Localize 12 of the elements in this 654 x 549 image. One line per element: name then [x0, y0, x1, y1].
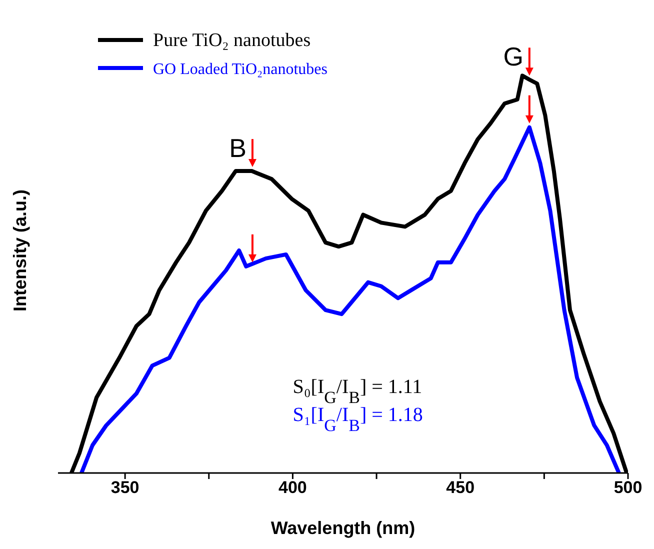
legend-label: Pure TiO₂ nanotubes	[153, 30, 311, 51]
x-axis-title: Wavelength (nm)	[270, 518, 416, 538]
annotation: G	[503, 42, 524, 72]
x-tick-label: 500	[614, 478, 642, 498]
x-tick-label: 450	[446, 478, 475, 498]
annotation: S₁[I$_{G}$/I$_{B}$] = 1.18	[292, 404, 423, 434]
annotation: S₀[I$_{G}$/I$_{B}$] = 1.11	[292, 376, 422, 406]
annotation: B	[229, 133, 246, 164]
x-tick-label: 400	[278, 478, 307, 498]
legend-label: GO Loaded TiO₂nanotubes	[153, 61, 328, 78]
x-tick-label: 350	[110, 478, 140, 498]
y-axis-title: Intensity (a.u.)	[10, 189, 30, 312]
